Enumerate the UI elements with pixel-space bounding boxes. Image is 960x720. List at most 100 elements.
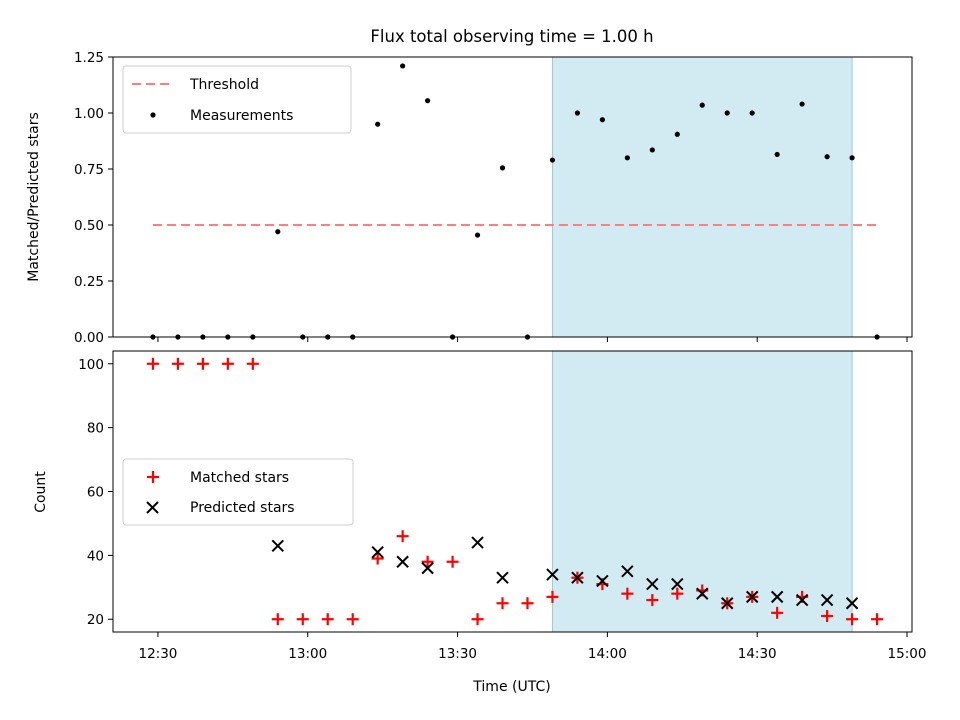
legend-predicted-swatch xyxy=(146,501,159,514)
legend-predicted-label: Predicted stars xyxy=(190,500,295,516)
predicted-star-point xyxy=(646,577,659,591)
bottom-y-axis-label: Count xyxy=(33,471,49,513)
measurement-point xyxy=(849,155,855,161)
matched-star-point xyxy=(296,613,309,626)
matched-star-point xyxy=(271,613,284,626)
measurement-point xyxy=(599,117,605,123)
bottom-legend-box xyxy=(122,458,354,526)
measurement-point xyxy=(674,131,680,137)
matched-star-point xyxy=(496,597,509,610)
legend-matched-label: Matched stars xyxy=(190,470,289,486)
predicted-star-point xyxy=(271,539,285,552)
measurement-point xyxy=(425,98,431,104)
predicted-star-point xyxy=(820,593,834,607)
top-shaded-region xyxy=(551,56,853,338)
matched-star-point xyxy=(671,587,684,600)
top-legend-box xyxy=(122,65,352,134)
predicted-star-point xyxy=(696,587,709,600)
matched-star-point xyxy=(371,552,384,565)
x-tick-label: 14:30 xyxy=(738,646,777,662)
bottom-legend: Matched stars Predicted stars xyxy=(122,458,354,526)
matched-star-point xyxy=(471,613,484,626)
matched-stars-series xyxy=(146,357,884,626)
predicted-star-point xyxy=(621,565,634,578)
x-axis-label: Time (UTC) xyxy=(472,679,550,695)
measurement-point xyxy=(400,63,406,69)
measurement-point xyxy=(375,121,381,127)
matched-star-point xyxy=(396,530,409,543)
measurement-point xyxy=(799,101,805,107)
legend-threshold-label: Threshold xyxy=(189,77,259,93)
x-tick-label: 13:00 xyxy=(288,646,327,662)
measurement-point xyxy=(649,147,655,153)
predicted-star-point xyxy=(770,590,784,604)
predicted-star-point xyxy=(671,577,684,591)
predicted-star-point xyxy=(745,590,759,604)
bottom-axes-frame xyxy=(112,350,913,633)
matched-star-point xyxy=(846,613,859,626)
y-tick-label: 1.00 xyxy=(74,106,104,122)
legend-measurements-swatch xyxy=(150,112,156,118)
measurement-point xyxy=(549,157,556,163)
predicted-star-point xyxy=(721,597,734,610)
matched-star-point xyxy=(646,594,659,607)
legend-matched-swatch xyxy=(147,471,159,483)
x-tick-label: 14:00 xyxy=(588,646,627,662)
measurement-point xyxy=(474,232,481,238)
y-tick-label: 1.25 xyxy=(74,50,104,66)
measurement-point xyxy=(574,110,581,116)
predicted-star-point xyxy=(571,571,584,584)
measurement-point xyxy=(774,151,780,158)
legend-measurements-label: Measurements xyxy=(190,108,293,124)
top-y-axis: 0.00 0.25 0.50 0.75 1.00 1.25 xyxy=(74,50,113,346)
measurement-point xyxy=(275,229,281,235)
matched-star-point xyxy=(321,613,334,626)
predicted-star-point xyxy=(471,536,484,549)
y-tick-label: 40 xyxy=(87,548,104,564)
matched-star-point xyxy=(546,590,559,603)
predicted-star-point xyxy=(546,568,559,581)
y-tick-label: 0.50 xyxy=(74,218,104,234)
top-x-axis xyxy=(157,337,908,342)
measurement-point xyxy=(699,102,705,108)
matched-star-point xyxy=(246,357,259,370)
y-tick-label: 100 xyxy=(78,357,104,373)
matched-star-point xyxy=(196,357,209,370)
measurements-series xyxy=(150,63,880,340)
predicted-star-point xyxy=(496,571,509,584)
y-tick-label: 60 xyxy=(87,485,104,501)
predicted-star-point xyxy=(371,545,384,559)
matched-star-point xyxy=(221,357,234,370)
matched-star-point xyxy=(871,613,884,626)
bottom-panel: 20 40 60 80 100 12:30 13:00 13:30 14:00 14:30 15:… xyxy=(33,350,926,695)
measurement-point xyxy=(724,110,730,116)
y-tick-label: 0.75 xyxy=(74,162,104,178)
y-tick-label: 0.25 xyxy=(74,274,104,290)
matched-star-point xyxy=(771,606,784,619)
predicted-star-point xyxy=(396,555,409,568)
measurement-point xyxy=(499,165,506,171)
measurement-point xyxy=(624,155,630,161)
x-tick-label: 13:30 xyxy=(438,646,477,662)
predicted-star-point xyxy=(596,574,609,588)
bottom-y-axis: 20 40 60 80 100 xyxy=(78,357,113,628)
y-tick-label: 0.00 xyxy=(74,330,104,346)
matched-star-point xyxy=(446,555,459,568)
top-panel: Flux total observing time = 1.00 h 0.000… xyxy=(26,27,913,346)
predicted-star-point xyxy=(421,561,434,575)
matched-star-point xyxy=(621,587,634,600)
matched-star-point xyxy=(421,555,434,568)
predicted-star-point xyxy=(845,597,859,610)
matched-star-point xyxy=(521,597,534,610)
matched-star-point xyxy=(821,610,834,623)
top-y-axis-label: Matched/Predicted stars xyxy=(26,112,42,282)
chart-title: Flux total observing time = 1.00 h xyxy=(370,27,653,46)
measurement-point xyxy=(749,110,755,116)
y-tick-label: 80 xyxy=(87,421,104,437)
matched-star-point xyxy=(146,357,159,370)
y-tick-label: 20 xyxy=(87,612,104,628)
bottom-x-axis: 12:30 13:00 13:30 14:00 14:30 15:00 xyxy=(138,632,926,662)
matched-star-point xyxy=(171,357,184,370)
measurement-point xyxy=(824,154,830,160)
predicted-stars-series xyxy=(271,536,859,610)
